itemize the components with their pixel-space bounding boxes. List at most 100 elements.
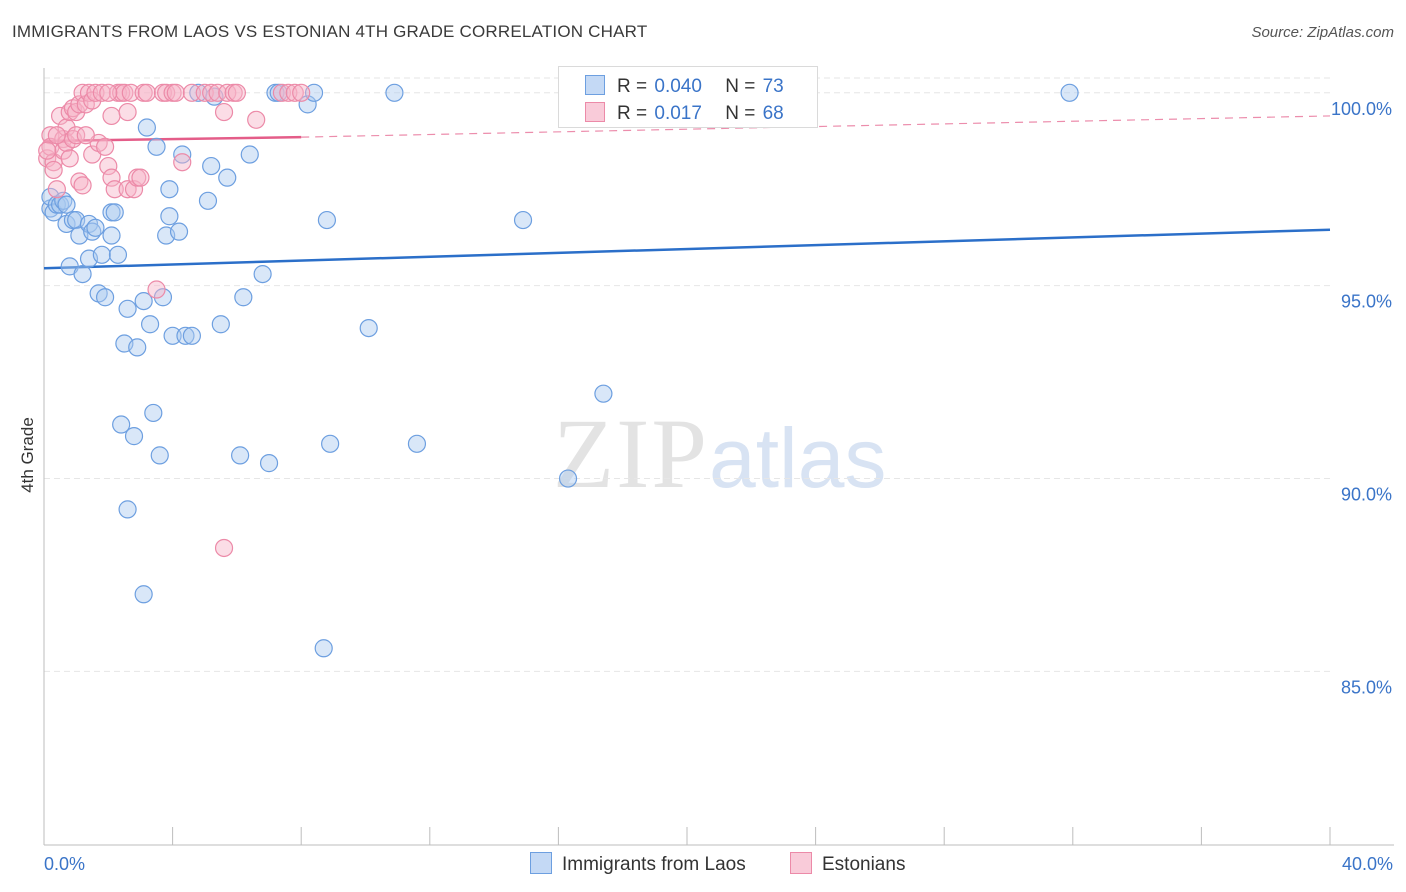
estonian-point bbox=[67, 126, 86, 145]
laos-point bbox=[137, 118, 156, 137]
legend-row-laos: R = 0.040 N = 73 bbox=[585, 75, 802, 99]
estonian-point bbox=[124, 180, 144, 199]
laos-point bbox=[182, 326, 201, 345]
laos-point bbox=[359, 318, 378, 338]
laos-point bbox=[234, 288, 253, 307]
estonian-point bbox=[173, 153, 192, 172]
laos-point bbox=[594, 384, 613, 403]
estonian-point bbox=[195, 83, 214, 102]
chart-title: IMMIGRANTS FROM LAOS VS ESTONIAN 4TH GRA… bbox=[12, 22, 648, 41]
watermark-atlas: atlas bbox=[709, 411, 887, 505]
laos-point bbox=[160, 180, 179, 199]
laos-point bbox=[202, 156, 221, 176]
estonian-point bbox=[99, 83, 118, 102]
estonian-point bbox=[115, 83, 134, 102]
laos-point bbox=[95, 288, 115, 307]
laos-point bbox=[128, 338, 147, 357]
zipatlas-watermark: ZIPatlas bbox=[553, 396, 886, 511]
trend-lines bbox=[43, 115, 1331, 270]
estonian-point bbox=[214, 538, 234, 558]
laos-point bbox=[253, 264, 272, 284]
bottom-legend-laos: Immigrants from Laos bbox=[530, 852, 746, 876]
laos-point bbox=[173, 145, 192, 164]
y-tick-label: 85.0% bbox=[1341, 677, 1392, 697]
estonian-point bbox=[86, 83, 105, 102]
estonian-point bbox=[279, 83, 298, 102]
laos-point bbox=[105, 203, 124, 222]
estonian-point bbox=[60, 149, 79, 168]
laos-point bbox=[73, 264, 92, 284]
axes bbox=[43, 68, 1394, 846]
laos-point bbox=[513, 210, 533, 230]
estonian-point bbox=[102, 168, 121, 187]
estonian-point bbox=[73, 176, 92, 195]
legend-n-value-laos: 73 bbox=[762, 76, 784, 97]
watermark-zip: ZIP bbox=[553, 398, 709, 509]
estonian-point bbox=[131, 168, 150, 187]
estonian-point bbox=[47, 126, 66, 145]
estonian-point bbox=[47, 180, 66, 199]
laos-point bbox=[1060, 83, 1079, 102]
legend-r-value-estonians: 0.017 bbox=[654, 103, 702, 124]
x-tick-label-min: 0.0% bbox=[44, 854, 85, 874]
laos-point bbox=[240, 145, 259, 164]
laos-point bbox=[160, 207, 179, 226]
estonian-point bbox=[121, 83, 140, 102]
legend-n-label-laos: N = bbox=[725, 76, 756, 97]
estonian-point bbox=[44, 160, 63, 180]
bottom-legend-label-laos: Immigrants from Laos bbox=[562, 854, 746, 875]
y-tick-label: 90.0% bbox=[1341, 485, 1392, 505]
estonian-point bbox=[147, 280, 166, 299]
laos-point bbox=[304, 83, 324, 102]
legend-n-label-estonians: N = bbox=[725, 103, 756, 124]
bottom-legend-swatch-laos bbox=[530, 852, 552, 874]
estonian-point bbox=[166, 83, 185, 102]
bottom-legend-swatch-estonians bbox=[790, 852, 812, 874]
laos-point bbox=[134, 291, 153, 311]
laos-point bbox=[118, 500, 137, 519]
x-tick-label-max: 40.0% bbox=[1342, 854, 1393, 874]
estonian-point bbox=[272, 83, 292, 102]
laos-point bbox=[169, 222, 189, 241]
laos-point bbox=[102, 226, 121, 245]
laos-point bbox=[134, 585, 153, 604]
bottom-legend-label-estonians: Estonians bbox=[822, 854, 906, 875]
legend-row-estonians: R = 0.017 N = 68 bbox=[585, 102, 802, 126]
legend-r-value-laos: 0.040 bbox=[654, 76, 702, 97]
laos-point bbox=[150, 446, 169, 465]
estonian-trend-line bbox=[43, 135, 302, 143]
estonian-point bbox=[137, 83, 156, 102]
tick-labels: 85.0% 90.0% 95.0% 100.0% 0.0% 40.0% bbox=[44, 99, 1393, 874]
laos-point bbox=[218, 168, 237, 187]
laos-point bbox=[147, 137, 166, 156]
estonian-point bbox=[227, 83, 246, 102]
bottom-legend-estonians: Estonians bbox=[790, 852, 905, 876]
estonian-point bbox=[214, 102, 234, 122]
estonian-trend-extension bbox=[301, 115, 1331, 138]
estonian-point bbox=[105, 180, 124, 199]
estonian-point bbox=[95, 137, 115, 156]
legend-swatch-laos bbox=[585, 75, 605, 95]
laos-point bbox=[108, 245, 128, 264]
laos-point bbox=[385, 83, 404, 102]
y-tick-label: 100.0% bbox=[1331, 99, 1392, 119]
laos-point bbox=[86, 218, 105, 237]
estonian-point bbox=[76, 126, 95, 145]
estonian-point bbox=[202, 83, 221, 102]
estonian-point bbox=[247, 110, 266, 129]
legend-swatch-estonians bbox=[585, 102, 605, 122]
estonian-point bbox=[99, 156, 118, 176]
estonian-point bbox=[118, 102, 137, 122]
grid-lines bbox=[44, 77, 1330, 672]
estonian-point bbox=[292, 83, 311, 102]
laos-point bbox=[176, 326, 195, 345]
estonian-point bbox=[57, 118, 76, 137]
legend-r-label-laos: R = bbox=[617, 76, 648, 97]
laos-point bbox=[112, 415, 131, 434]
laos-point bbox=[558, 469, 578, 488]
laos-point bbox=[407, 434, 427, 453]
laos-point bbox=[163, 326, 182, 345]
laos-point bbox=[144, 403, 163, 423]
laos-point bbox=[124, 427, 144, 446]
